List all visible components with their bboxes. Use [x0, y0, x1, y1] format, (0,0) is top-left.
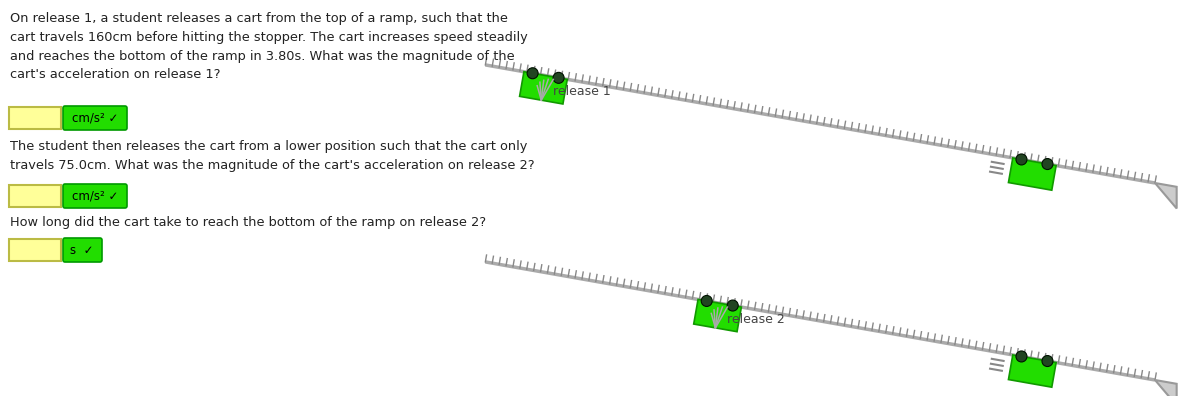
Polygon shape: [694, 299, 742, 332]
Polygon shape: [1154, 183, 1177, 208]
Text: The student then releases the cart from a lower position such that the cart only: The student then releases the cart from …: [10, 140, 535, 172]
Text: s  ✓: s ✓: [71, 244, 94, 257]
Circle shape: [1042, 356, 1052, 367]
Circle shape: [1042, 158, 1052, 169]
Circle shape: [1016, 351, 1027, 362]
Circle shape: [527, 68, 538, 79]
Text: cm/s² ✓: cm/s² ✓: [72, 190, 118, 202]
Circle shape: [701, 295, 713, 307]
Text: release 1: release 1: [553, 85, 611, 98]
Polygon shape: [1008, 355, 1056, 387]
Circle shape: [727, 300, 738, 311]
FancyBboxPatch shape: [10, 239, 61, 261]
Text: How long did the cart take to reach the bottom of the ramp on release 2?: How long did the cart take to reach the …: [10, 216, 486, 229]
FancyBboxPatch shape: [64, 184, 127, 208]
Text: release 2: release 2: [727, 313, 785, 326]
Text: On release 1, a student releases a cart from the top of a ramp, such that the
ca: On release 1, a student releases a cart …: [10, 12, 528, 82]
FancyBboxPatch shape: [64, 238, 102, 262]
Circle shape: [1016, 154, 1027, 165]
FancyBboxPatch shape: [10, 185, 61, 207]
Polygon shape: [1008, 158, 1056, 190]
Circle shape: [553, 72, 564, 83]
Polygon shape: [520, 72, 568, 104]
FancyBboxPatch shape: [10, 107, 61, 129]
Text: cm/s² ✓: cm/s² ✓: [72, 112, 118, 124]
Polygon shape: [1154, 380, 1177, 396]
FancyBboxPatch shape: [64, 106, 127, 130]
